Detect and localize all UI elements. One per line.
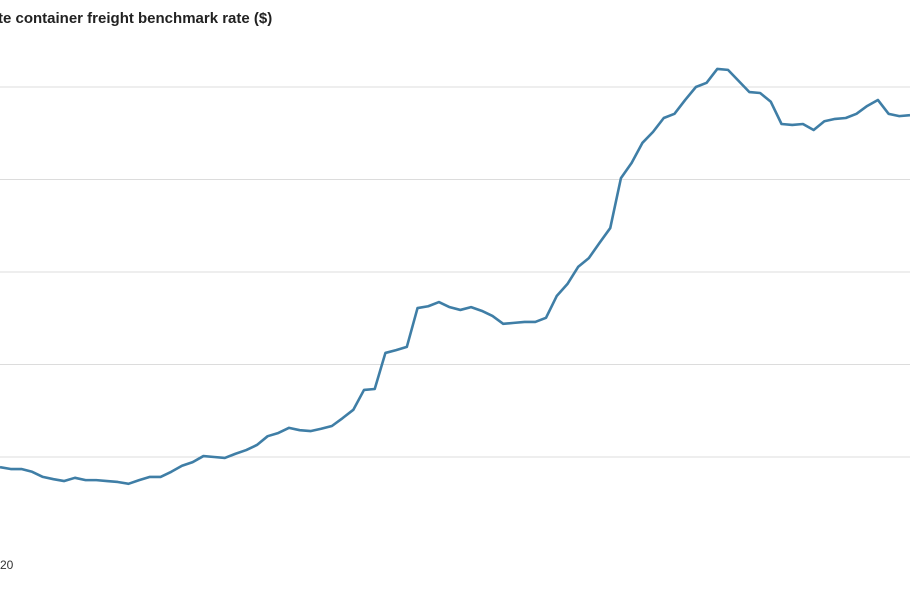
chart-title: te container freight benchmark rate ($)	[0, 10, 272, 27]
data-line	[0, 67, 910, 486]
x-tick-label: 20	[0, 558, 14, 572]
